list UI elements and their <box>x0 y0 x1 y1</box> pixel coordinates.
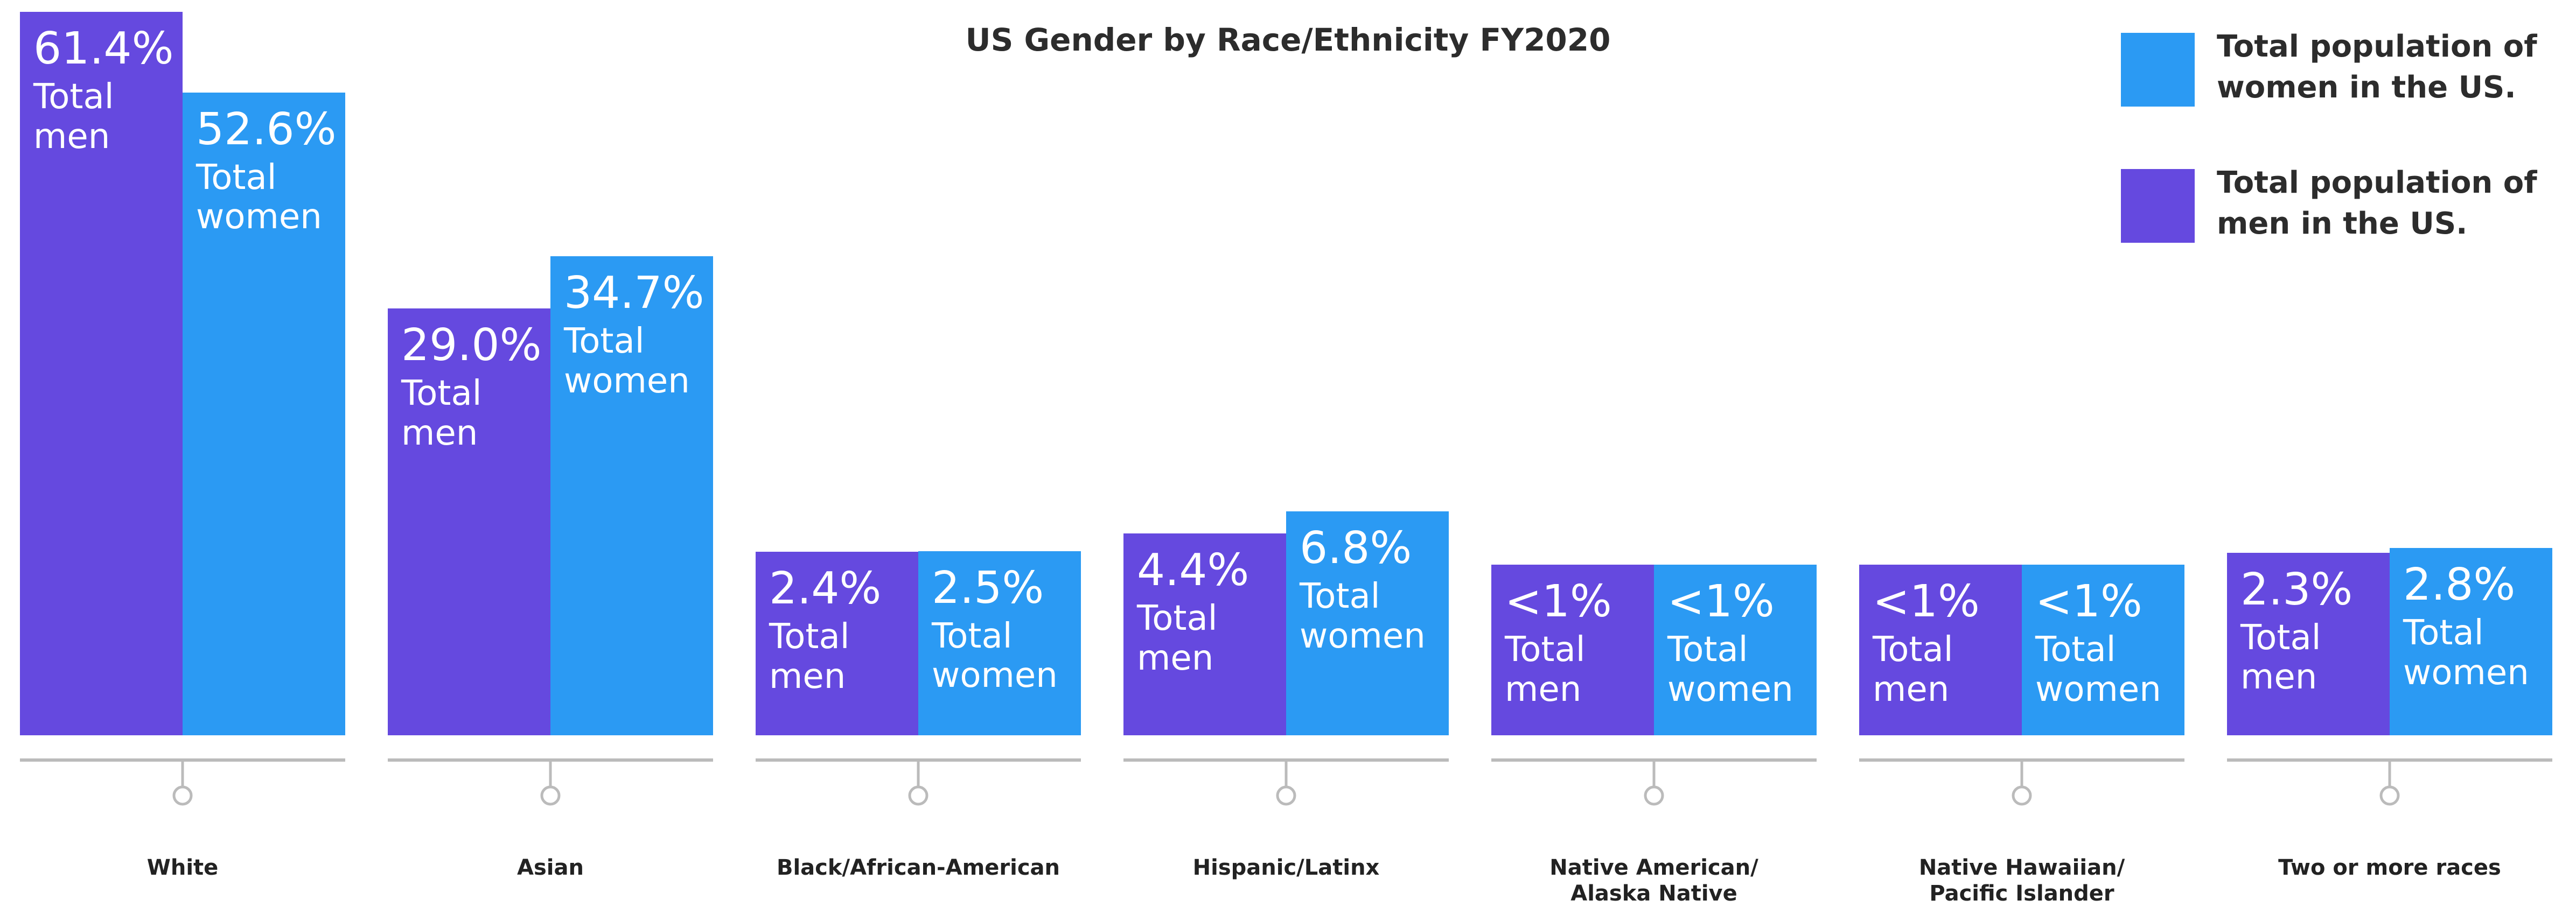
legend-label: Total population of men in the US. <box>2217 165 2537 241</box>
tick-dot <box>2379 785 2400 806</box>
x-tick-label: Hispanic/Latinx <box>1192 855 1380 880</box>
bar: <1% Total women <box>1654 565 1817 735</box>
x-tick-label: Native Hawaiian/ Pacific Islander <box>1918 855 2125 906</box>
bar-text: Total women <box>2403 613 2529 693</box>
tick-dot <box>1644 785 1664 806</box>
bar-text: Total men <box>1873 630 1953 709</box>
bar-text: Total men <box>33 77 114 157</box>
tick-dot <box>540 785 561 806</box>
bar-text: Total men <box>769 617 850 697</box>
bar: <1% Total women <box>2022 565 2184 735</box>
bar: 2.3% Total men <box>2227 552 2390 735</box>
bar-text: Total men <box>401 374 482 453</box>
bar: 52.6% Total women <box>183 92 345 735</box>
value-label: <1% <box>1667 576 1775 627</box>
x-tick-label: Native American/ Alaska Native <box>1549 855 1758 906</box>
bar-text: Total men <box>1505 630 1586 709</box>
value-label: 2.5% <box>932 562 1044 614</box>
chart-title: US Gender by Race/Ethnicity FY2020 <box>965 22 1611 58</box>
bar: 34.7% Total women <box>550 256 713 735</box>
tick-dot <box>172 785 193 806</box>
value-label: 4.4% <box>1137 545 1249 596</box>
value-label: 2.4% <box>769 563 882 615</box>
tick-dot <box>1276 785 1296 806</box>
legend-swatch <box>2121 33 2195 107</box>
value-label: 29.0% <box>401 320 542 371</box>
x-tick-label: Black/African-American <box>776 855 1060 880</box>
x-tick-label: Asian <box>517 855 584 880</box>
legend-label: Total population of women in the US. <box>2217 29 2537 105</box>
bar: 6.8% Total women <box>1286 511 1449 735</box>
bar: 2.8% Total women <box>2390 548 2552 735</box>
bar-text: Total men <box>1137 599 1218 678</box>
value-label: 2.3% <box>2240 564 2353 615</box>
value-label: 6.8% <box>1300 523 1412 574</box>
bar: 61.4% Total men <box>20 12 183 735</box>
x-tick-label: White <box>146 855 219 880</box>
bar: 29.0% Total men <box>388 308 550 735</box>
bar-text: Total women <box>2035 630 2161 709</box>
legend-swatch <box>2121 169 2195 243</box>
value-label: <1% <box>1505 576 1612 627</box>
value-label: 61.4% <box>33 23 174 75</box>
value-label: 52.6% <box>196 103 337 155</box>
bar-text: Total women <box>1667 630 1793 709</box>
value-label: 34.7% <box>564 268 704 319</box>
bar-text: Total women <box>196 157 322 237</box>
bar: 4.4% Total men <box>1123 533 1286 735</box>
value-label: <1% <box>1873 576 1980 627</box>
bar-text: Total women <box>1300 576 1426 656</box>
bar: 2.5% Total women <box>918 551 1081 735</box>
x-tick-label: Two or more races <box>2278 855 2501 880</box>
tick-dot <box>908 785 929 806</box>
bar-text: Total women <box>932 616 1058 696</box>
bar: <1% Total men <box>1859 565 2022 735</box>
bar: <1% Total men <box>1491 565 1654 735</box>
value-label: <1% <box>2035 576 2142 627</box>
value-label: 2.8% <box>2403 559 2516 611</box>
tick-dot <box>2012 785 2032 806</box>
bar-text: Total women <box>564 321 690 401</box>
bar: 2.4% Total men <box>756 552 918 735</box>
bar-text: Total men <box>2240 617 2321 698</box>
